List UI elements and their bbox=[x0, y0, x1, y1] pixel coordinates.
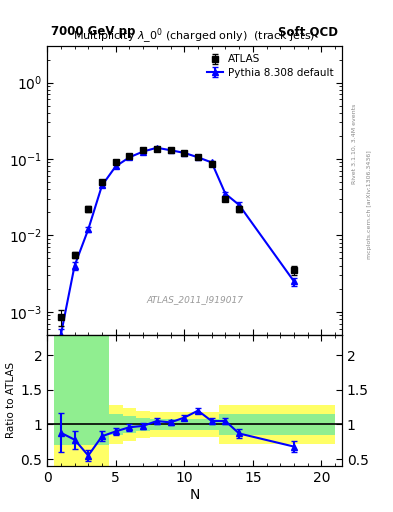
X-axis label: N: N bbox=[189, 487, 200, 502]
Text: Rivet 3.1.10, 3.4M events: Rivet 3.1.10, 3.4M events bbox=[352, 103, 357, 183]
Title: Multiplicity $\lambda\_0^0$ (charged only)  (track jets): Multiplicity $\lambda\_0^0$ (charged onl… bbox=[73, 27, 316, 46]
Text: 7000 GeV pp: 7000 GeV pp bbox=[51, 26, 136, 38]
Text: mcplots.cern.ch [arXiv:1306.3436]: mcplots.cern.ch [arXiv:1306.3436] bbox=[367, 151, 373, 259]
Text: Soft QCD: Soft QCD bbox=[278, 26, 338, 38]
Legend: ATLAS, Pythia 8.308 default: ATLAS, Pythia 8.308 default bbox=[204, 51, 337, 81]
Text: ATLAS_2011_I919017: ATLAS_2011_I919017 bbox=[146, 295, 243, 305]
Y-axis label: Ratio to ATLAS: Ratio to ATLAS bbox=[6, 362, 16, 438]
